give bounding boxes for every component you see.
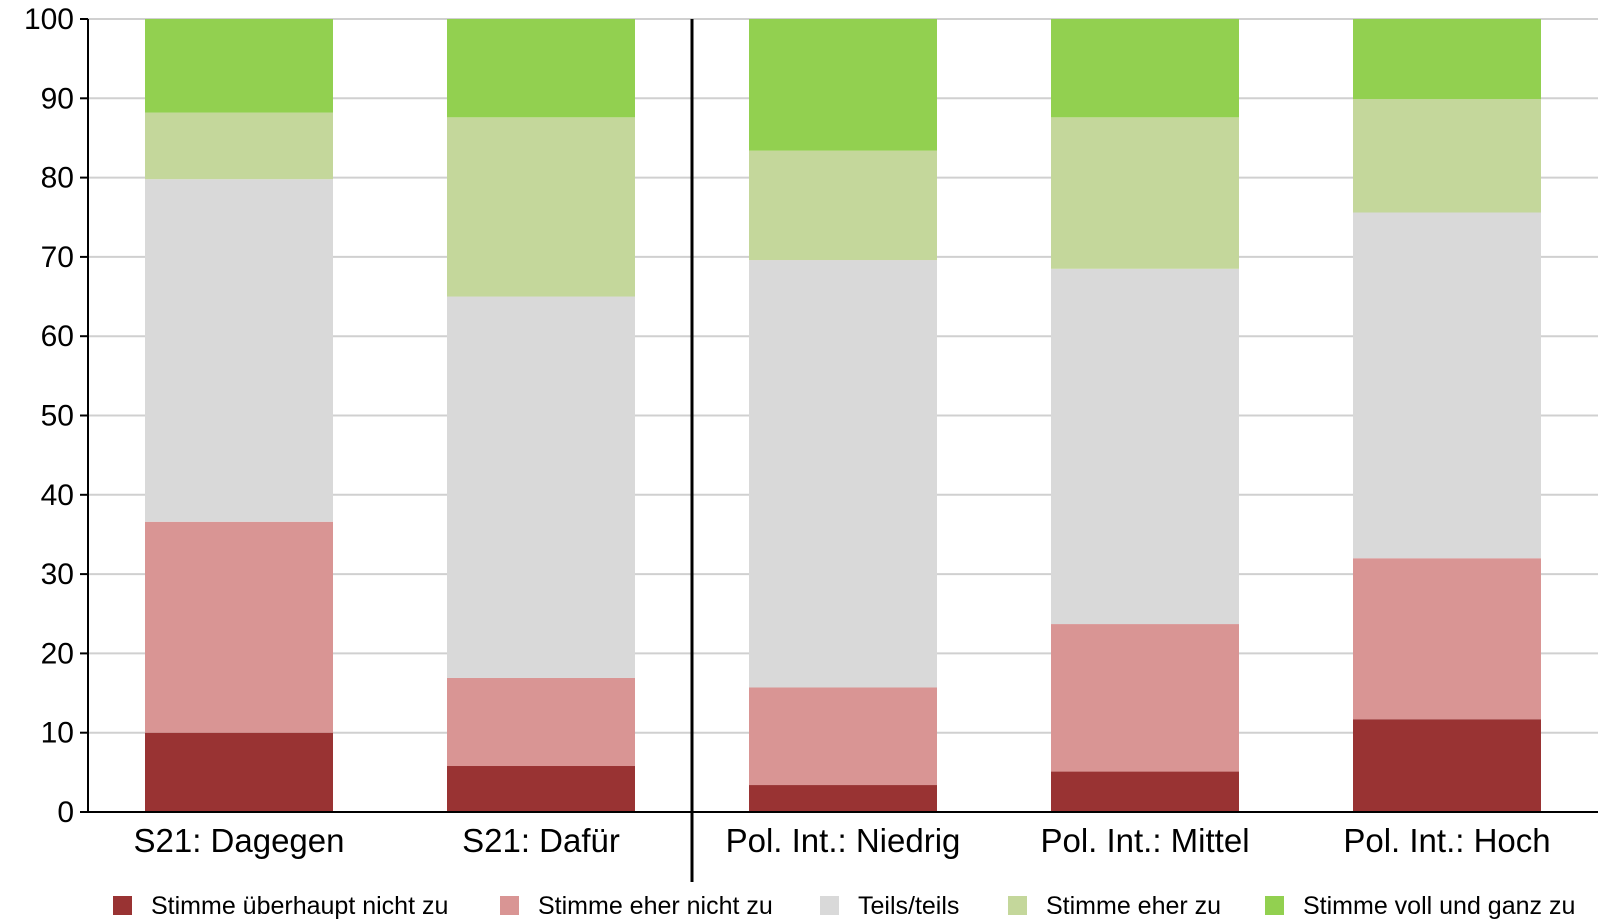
y-tick-label: 0 <box>57 796 74 829</box>
bar-segment <box>1353 719 1541 812</box>
y-tick-label: 90 <box>41 82 74 115</box>
bar-segment <box>1051 19 1239 118</box>
y-tick-label: 80 <box>41 162 74 195</box>
bar-segment <box>145 19 333 113</box>
category-label: S21: Dafür <box>462 822 620 859</box>
y-tick-labels: 0 10 20 30 40 50 60 70 80 90 100 <box>24 3 74 829</box>
legend-swatch <box>1265 896 1284 915</box>
legend: Stimme überhaupt nicht zu Stimme eher nic… <box>113 892 1575 920</box>
bar-segment <box>447 19 635 118</box>
y-tick-label: 40 <box>41 479 74 512</box>
y-tick-label: 50 <box>41 400 74 433</box>
category-label: Pol. Int.: Hoch <box>1343 822 1550 859</box>
bar-segment <box>1353 212 1541 559</box>
bar-segment <box>447 677 635 767</box>
axes <box>80 18 1598 882</box>
y-tick-label: 70 <box>41 241 74 274</box>
bar-segment <box>1051 624 1239 772</box>
bar-segment <box>749 150 937 261</box>
legend-label: Stimme überhaupt nicht zu <box>151 892 448 920</box>
bar-segment <box>1051 268 1239 625</box>
bar-segment <box>1353 558 1541 720</box>
legend-swatch <box>1008 896 1027 915</box>
y-tick-label: 10 <box>41 717 74 750</box>
legend-label: Stimme voll und ganz zu <box>1303 892 1575 920</box>
bar-segment <box>749 260 937 688</box>
bar-segment <box>1051 117 1239 269</box>
bar-segment <box>145 112 333 180</box>
bar-segment <box>1353 99 1541 213</box>
bar-segment <box>749 19 937 151</box>
bar-segment <box>1353 19 1541 100</box>
bar-segment <box>447 117 635 297</box>
bar-segment <box>145 732 333 812</box>
y-tick-label: 20 <box>41 637 74 670</box>
legend-swatch <box>500 896 519 915</box>
legend-label: Teils/teils <box>858 892 959 920</box>
legend-swatch <box>820 896 839 915</box>
category-label: Pol. Int.: Mittel <box>1040 822 1249 859</box>
category-label: Pol. Int.: Niedrig <box>726 822 961 859</box>
bars <box>145 19 1541 812</box>
y-tick-label: 30 <box>41 558 74 591</box>
category-labels: S21: Dagegen S21: Dafür Pol. Int.: Niedrig… <box>133 822 1550 859</box>
legend-swatch <box>113 896 132 915</box>
bar-segment <box>447 296 635 678</box>
bar-segment <box>1051 771 1239 812</box>
bar-segment <box>145 179 333 522</box>
bar-segment <box>749 785 937 812</box>
category-label: S21: Dagegen <box>133 822 344 859</box>
y-tick-label: 60 <box>41 320 74 353</box>
legend-label: Stimme eher zu <box>1046 892 1221 920</box>
bar-segment <box>447 766 635 812</box>
y-tick-label: 100 <box>24 3 74 36</box>
bar-segment <box>749 687 937 786</box>
legend-label: Stimme eher nicht zu <box>538 892 773 920</box>
bar-segment <box>145 521 333 733</box>
